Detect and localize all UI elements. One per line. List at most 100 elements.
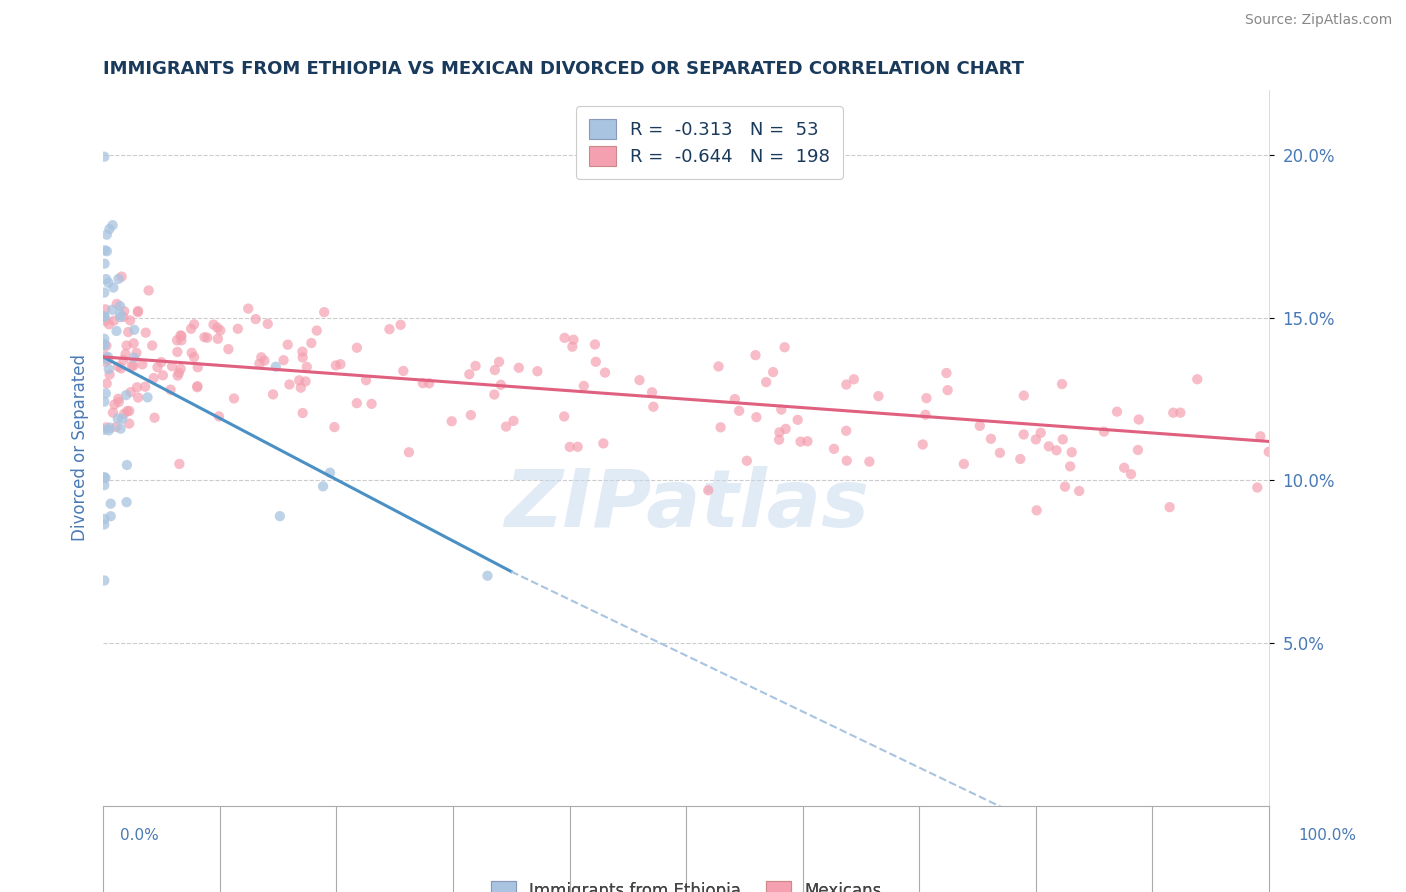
Point: [969, 418, 991, 433]
Text: 0.0%: 0.0%: [120, 828, 159, 843]
Point: [93, 512, 115, 526]
Point: [193, 330, 215, 344]
Text: Source: ZipAtlas.com: Source: ZipAtlas.com: [1244, 13, 1392, 28]
Point: [735, 454, 758, 468]
Point: [159, 383, 181, 397]
Point: [295, 359, 318, 374]
Point: [583, 337, 606, 351]
Point: [94, 302, 117, 317]
Point: [117, 325, 139, 339]
Point: [1187, 372, 1209, 386]
Point: [294, 375, 316, 389]
Point: [112, 352, 135, 367]
Point: [1105, 404, 1128, 418]
Point: [290, 381, 312, 395]
Point: [628, 373, 651, 387]
Point: [103, 398, 125, 412]
Point: [226, 322, 249, 336]
Point: [125, 380, 148, 394]
Point: [277, 337, 299, 351]
Point: [835, 424, 858, 438]
Point: [97, 318, 120, 332]
Point: [217, 342, 239, 356]
Point: [1025, 503, 1047, 517]
Point: [93, 332, 115, 346]
Point: [572, 379, 595, 393]
Point: [1025, 433, 1047, 447]
Point: [166, 345, 188, 359]
Y-axis label: Divorced or Separated: Divorced or Separated: [72, 354, 89, 541]
Point: [107, 272, 129, 286]
Point: [1168, 406, 1191, 420]
Point: [360, 397, 382, 411]
Point: [93, 336, 115, 351]
Point: [288, 373, 311, 387]
Point: [93, 150, 115, 164]
Point: [707, 359, 730, 374]
Point: [110, 422, 132, 436]
Point: [105, 324, 128, 338]
Point: [1053, 480, 1076, 494]
Point: [170, 334, 193, 348]
Point: [183, 350, 205, 364]
Point: [93, 310, 115, 324]
Point: [115, 458, 138, 472]
Point: [768, 433, 790, 447]
Text: IMMIGRANTS FROM ETHIOPIA VS MEXICAN DIVORCED OR SEPARATED CORRELATION CHART: IMMIGRANTS FROM ETHIOPIA VS MEXICAN DIVO…: [103, 60, 1024, 78]
Point: [122, 323, 145, 337]
Point: [96, 420, 118, 434]
Point: [835, 377, 858, 392]
Point: [207, 332, 229, 346]
Point: [554, 331, 576, 345]
Point: [105, 297, 128, 311]
Point: [141, 338, 163, 352]
Point: [93, 574, 115, 588]
Point: [97, 362, 120, 376]
Point: [96, 272, 118, 286]
Point: [150, 355, 173, 369]
Point: [136, 390, 159, 404]
Point: [558, 440, 581, 454]
Point: [762, 365, 785, 379]
Point: [186, 379, 208, 393]
Point: [180, 322, 202, 336]
Point: [107, 392, 129, 406]
Point: [1249, 429, 1271, 443]
Point: [180, 346, 202, 360]
Point: [169, 457, 191, 471]
Point: [914, 408, 936, 422]
Point: [389, 318, 412, 332]
Point: [166, 368, 188, 383]
Point: [97, 276, 120, 290]
Point: [745, 410, 768, 425]
Point: [93, 310, 115, 324]
Point: [170, 329, 193, 343]
Point: [93, 478, 115, 492]
Point: [314, 305, 336, 319]
Point: [305, 324, 328, 338]
Point: [484, 387, 506, 401]
Point: [110, 310, 132, 325]
Point: [278, 377, 301, 392]
Point: [562, 333, 585, 347]
Point: [1114, 460, 1136, 475]
Point: [169, 362, 191, 376]
Point: [256, 317, 278, 331]
Point: [120, 385, 142, 400]
Point: [98, 222, 121, 236]
Point: [1159, 500, 1181, 515]
Point: [115, 338, 138, 352]
Point: [988, 446, 1011, 460]
Point: [112, 407, 135, 421]
Point: [936, 383, 959, 397]
Point: [114, 347, 136, 361]
Point: [98, 368, 121, 382]
Point: [325, 359, 347, 373]
Point: [953, 457, 976, 471]
Point: [94, 471, 117, 485]
Point: [120, 313, 142, 327]
Point: [183, 318, 205, 332]
Point: [1010, 452, 1032, 467]
Point: [323, 420, 346, 434]
Point: [458, 368, 481, 382]
